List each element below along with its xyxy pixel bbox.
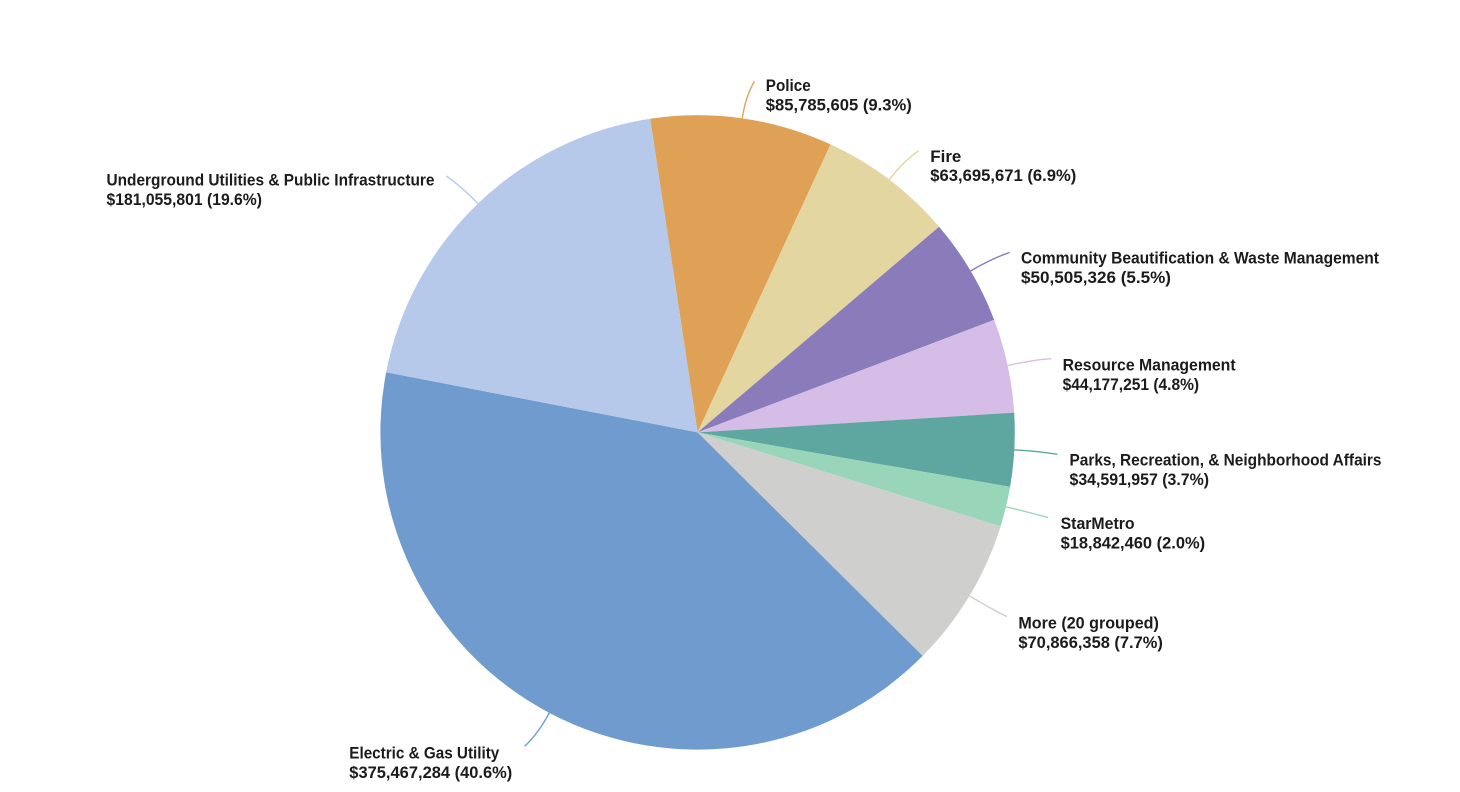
svg-text:More (20 grouped): More (20 grouped): [1018, 614, 1159, 633]
svg-text:Parks, Recreation, & Neighborh: Parks, Recreation, & Neighborhood Affair…: [1070, 451, 1382, 470]
svg-text:Underground Utilities & Public: Underground Utilities & Public Infrastru…: [107, 171, 435, 190]
svg-text:Electric & Gas Utility: Electric & Gas Utility: [349, 744, 499, 763]
svg-text:$34,591,957 (3.7%): $34,591,957 (3.7%): [1070, 470, 1210, 489]
svg-text:$63,695,671 (6.9%): $63,695,671 (6.9%): [930, 166, 1076, 185]
svg-text:Police: Police: [766, 76, 811, 95]
svg-text:$375,467,284 (40.6%): $375,467,284 (40.6%): [349, 763, 512, 782]
svg-text:Community Beautification & Was: Community Beautification & Waste Managem…: [1021, 249, 1379, 268]
svg-text:Fire: Fire: [930, 147, 961, 166]
svg-text:$181,055,801 (19.6%): $181,055,801 (19.6%): [107, 190, 263, 209]
svg-text:$70,866,358 (7.7%): $70,866,358 (7.7%): [1018, 633, 1163, 652]
svg-text:$85,785,605 (9.3%): $85,785,605 (9.3%): [766, 96, 912, 115]
svg-text:$18,842,460 (2.0%): $18,842,460 (2.0%): [1061, 534, 1206, 553]
svg-text:$50,505,326 (5.5%): $50,505,326 (5.5%): [1021, 268, 1171, 287]
svg-text:StarMetro: StarMetro: [1061, 514, 1135, 533]
svg-text:Resource Management: Resource Management: [1063, 355, 1236, 374]
svg-text:$44,177,251 (4.8%): $44,177,251 (4.8%): [1063, 375, 1200, 394]
